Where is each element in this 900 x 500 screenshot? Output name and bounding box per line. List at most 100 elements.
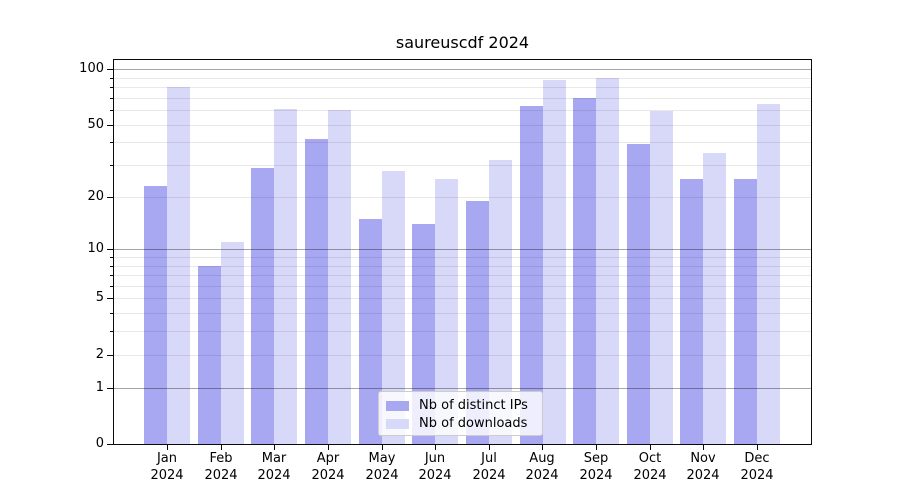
- y-tick-label-10: 10: [87, 241, 104, 256]
- bar-downloads-feb: [220, 242, 244, 444]
- y-gridline-minor-40: [114, 142, 811, 143]
- bar-distinct-ips-may: [358, 218, 382, 444]
- x-tick-label-jan: Jan 2024: [150, 451, 184, 483]
- x-tick-label-dec: Dec 2024: [740, 451, 774, 483]
- y-tick-20: [107, 197, 113, 198]
- legend: Nb of distinct IPs Nb of downloads: [378, 391, 543, 436]
- x-tick-label-nov: Nov 2024: [686, 451, 720, 483]
- x-tick-feb: [221, 444, 222, 450]
- y-gridline-minor-50: [114, 125, 811, 126]
- bar-distinct-ips-jan: [144, 185, 167, 444]
- y-gridline-minor-6: [114, 286, 811, 287]
- bar-downloads-mar: [274, 108, 298, 444]
- x-tick-label-jun: Jun 2024: [418, 451, 452, 483]
- y-gridline-minor-3: [114, 331, 811, 332]
- y-tick-label-0: 0: [95, 436, 104, 451]
- bar-distinct-ips-sep: [573, 97, 597, 444]
- bar-downloads-sep: [596, 77, 620, 444]
- legend-label-downloads: Nb of downloads: [419, 416, 528, 431]
- y-gridline-minor-7: [114, 275, 811, 276]
- y-tick-label-100: 100: [79, 61, 104, 76]
- x-tick-label-mar: Mar 2024: [257, 451, 291, 483]
- x-tick-oct: [650, 444, 651, 450]
- x-tick-label-oct: Oct 2024: [633, 451, 667, 483]
- y-minortick-4: [110, 313, 113, 314]
- x-tick-label-jul: Jul 2024: [472, 451, 506, 483]
- bar-distinct-ips-nov: [680, 179, 704, 444]
- y-gridline-minor-4: [114, 313, 811, 314]
- y-tick-label-5: 5: [95, 290, 104, 305]
- y-minortick-90: [110, 78, 113, 79]
- y-gridline-minor-70: [114, 98, 811, 99]
- y-gridline-minor-90: [114, 78, 811, 79]
- bar-downloads-jul: [488, 160, 512, 444]
- y-minortick-30: [110, 165, 113, 166]
- bar-downloads-oct: [649, 111, 673, 444]
- x-tick-jun: [435, 444, 436, 450]
- y-gridline-minor-5: [114, 298, 811, 299]
- y-tick-100: [107, 69, 113, 70]
- y-minortick-80: [110, 87, 113, 88]
- x-tick-jul: [489, 444, 490, 450]
- y-tick-2: [107, 355, 113, 356]
- legend-swatch-downloads: [386, 419, 409, 429]
- y-tick-50: [107, 125, 113, 126]
- x-tick-label-apr: Apr 2024: [311, 451, 345, 483]
- bar-distinct-ips-feb: [197, 265, 221, 444]
- y-minortick-7: [110, 275, 113, 276]
- y-gridline-minor-9: [114, 257, 811, 258]
- y-gridline-minor-8: [114, 266, 811, 267]
- x-tick-aug: [542, 444, 543, 450]
- y-tick-label-1: 1: [95, 380, 104, 395]
- bar-distinct-ips-mar: [251, 167, 275, 444]
- bar-distinct-ips-apr: [304, 138, 328, 444]
- x-tick-sep: [596, 444, 597, 450]
- bar-downloads-dec: [757, 103, 780, 444]
- legend-label-distinct-ips: Nb of distinct IPs: [419, 398, 528, 413]
- bar-downloads-jun: [435, 179, 459, 444]
- plot-area: [107, 59, 812, 450]
- y-tick-10: [107, 249, 113, 250]
- x-tick-label-sep: Sep 2024: [579, 451, 613, 483]
- x-tick-jan: [167, 444, 168, 450]
- bar-downloads-may: [381, 170, 405, 444]
- bar-distinct-ips-oct: [626, 144, 650, 444]
- y-gridline-minor-20: [114, 197, 811, 198]
- bar-distinct-ips-jul: [465, 200, 489, 444]
- x-tick-apr: [328, 444, 329, 450]
- y-minortick-6: [110, 286, 113, 287]
- y-tick-1: [107, 388, 113, 389]
- bar-distinct-ips-aug: [519, 106, 543, 444]
- bar-downloads-apr: [327, 110, 351, 444]
- bar-distinct-ips-dec: [734, 179, 757, 444]
- y-minortick-70: [110, 98, 113, 99]
- bar-downloads-jan: [167, 87, 190, 444]
- bar-downloads-aug: [542, 80, 566, 444]
- x-tick-label-may: May 2024: [365, 451, 399, 483]
- legend-row-downloads: Nb of downloads: [386, 416, 542, 432]
- y-gridline-major-10: [114, 249, 811, 250]
- x-tick-label-aug: Aug 2024: [525, 451, 559, 483]
- y-gridline-major-100: [114, 69, 811, 70]
- y-tick-label-20: 20: [87, 189, 104, 204]
- y-gridline-minor-30: [114, 165, 811, 166]
- bar-distinct-ips-jun: [412, 224, 436, 444]
- y-gridline-major-1: [114, 388, 811, 389]
- y-tick-label-2: 2: [95, 347, 104, 362]
- y-minortick-60: [110, 110, 113, 111]
- y-gridline-minor-2: [114, 355, 811, 356]
- x-tick-nov: [703, 444, 704, 450]
- x-tick-mar: [274, 444, 275, 450]
- bar-downloads-nov: [703, 152, 727, 444]
- x-tick-label-feb: Feb 2024: [204, 451, 238, 483]
- y-minortick-3: [110, 331, 113, 332]
- legend-row-distinct-ips: Nb of distinct IPs: [386, 398, 542, 414]
- y-tick-0: [107, 444, 113, 445]
- y-tick-5: [107, 298, 113, 299]
- y-minortick-8: [110, 266, 113, 267]
- legend-swatch-distinct-ips: [386, 401, 409, 411]
- x-tick-may: [382, 444, 383, 450]
- y-gridline-minor-80: [114, 87, 811, 88]
- y-tick-label-50: 50: [87, 117, 104, 132]
